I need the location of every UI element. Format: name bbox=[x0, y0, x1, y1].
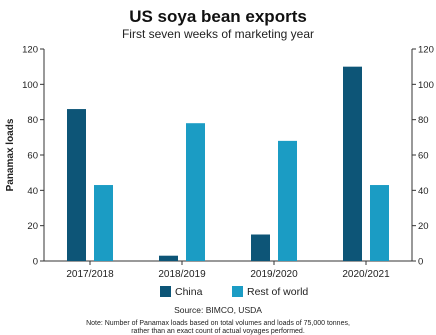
y-tick-label-left: 100 bbox=[22, 80, 38, 91]
legend: China Rest of world bbox=[160, 286, 308, 298]
chart-title: US soya bean exports bbox=[129, 7, 307, 26]
y-tick-label-right: 60 bbox=[418, 151, 429, 162]
y-tick-label-right: 20 bbox=[418, 221, 429, 232]
bar-rest-of-world-2017-2018 bbox=[94, 185, 113, 261]
x-tick-label: 2018/2019 bbox=[158, 269, 206, 280]
x-tick-label: 2017/2018 bbox=[66, 269, 114, 280]
bar-china-2020-2021 bbox=[343, 66, 362, 262]
bar-china-2019-2020 bbox=[251, 234, 270, 261]
note-line-1: Note: Number of Panamax loads based on t… bbox=[86, 320, 350, 327]
y-tick-label-left: 60 bbox=[27, 151, 38, 162]
bars-layer bbox=[67, 66, 389, 262]
legend-swatch-china bbox=[160, 286, 171, 297]
y-tick-label-right: 40 bbox=[418, 186, 429, 197]
y-tick-label-right: 100 bbox=[418, 80, 434, 91]
legend-swatch-rest-of-world bbox=[232, 286, 243, 297]
y-tick-label-right: 120 bbox=[418, 45, 434, 56]
source-text: Source: BIMCO, USDA bbox=[174, 305, 262, 315]
note-line-2: rather than an exact count of actual voy… bbox=[131, 328, 305, 335]
bar-rest-of-world-2019-2020 bbox=[278, 140, 297, 261]
legend-label-china: China bbox=[175, 286, 203, 298]
y-axis-label: Panamax loads bbox=[5, 118, 16, 191]
y-tick-label-left: 120 bbox=[22, 45, 38, 56]
y-tick-label-left: 0 bbox=[33, 257, 38, 268]
y-tick-label-left: 20 bbox=[27, 221, 38, 232]
x-tick-label: 2020/2021 bbox=[342, 269, 390, 280]
bar-china-2017-2018 bbox=[67, 109, 86, 261]
chart-subtitle: First seven weeks of marketing year bbox=[122, 27, 314, 41]
x-tick-label: 2019/2020 bbox=[250, 269, 298, 280]
bar-china-2018-2019 bbox=[159, 255, 178, 261]
y-tick-label-left: 80 bbox=[27, 115, 38, 126]
y-tick-label-right: 0 bbox=[418, 257, 423, 268]
y-tick-label-right: 80 bbox=[418, 115, 429, 126]
bar-rest-of-world-2018-2019 bbox=[186, 123, 205, 261]
y-tick-label-left: 40 bbox=[27, 186, 38, 197]
legend-label-rest-of-world: Rest of world bbox=[247, 286, 308, 298]
bar-rest-of-world-2020-2021 bbox=[370, 185, 389, 261]
